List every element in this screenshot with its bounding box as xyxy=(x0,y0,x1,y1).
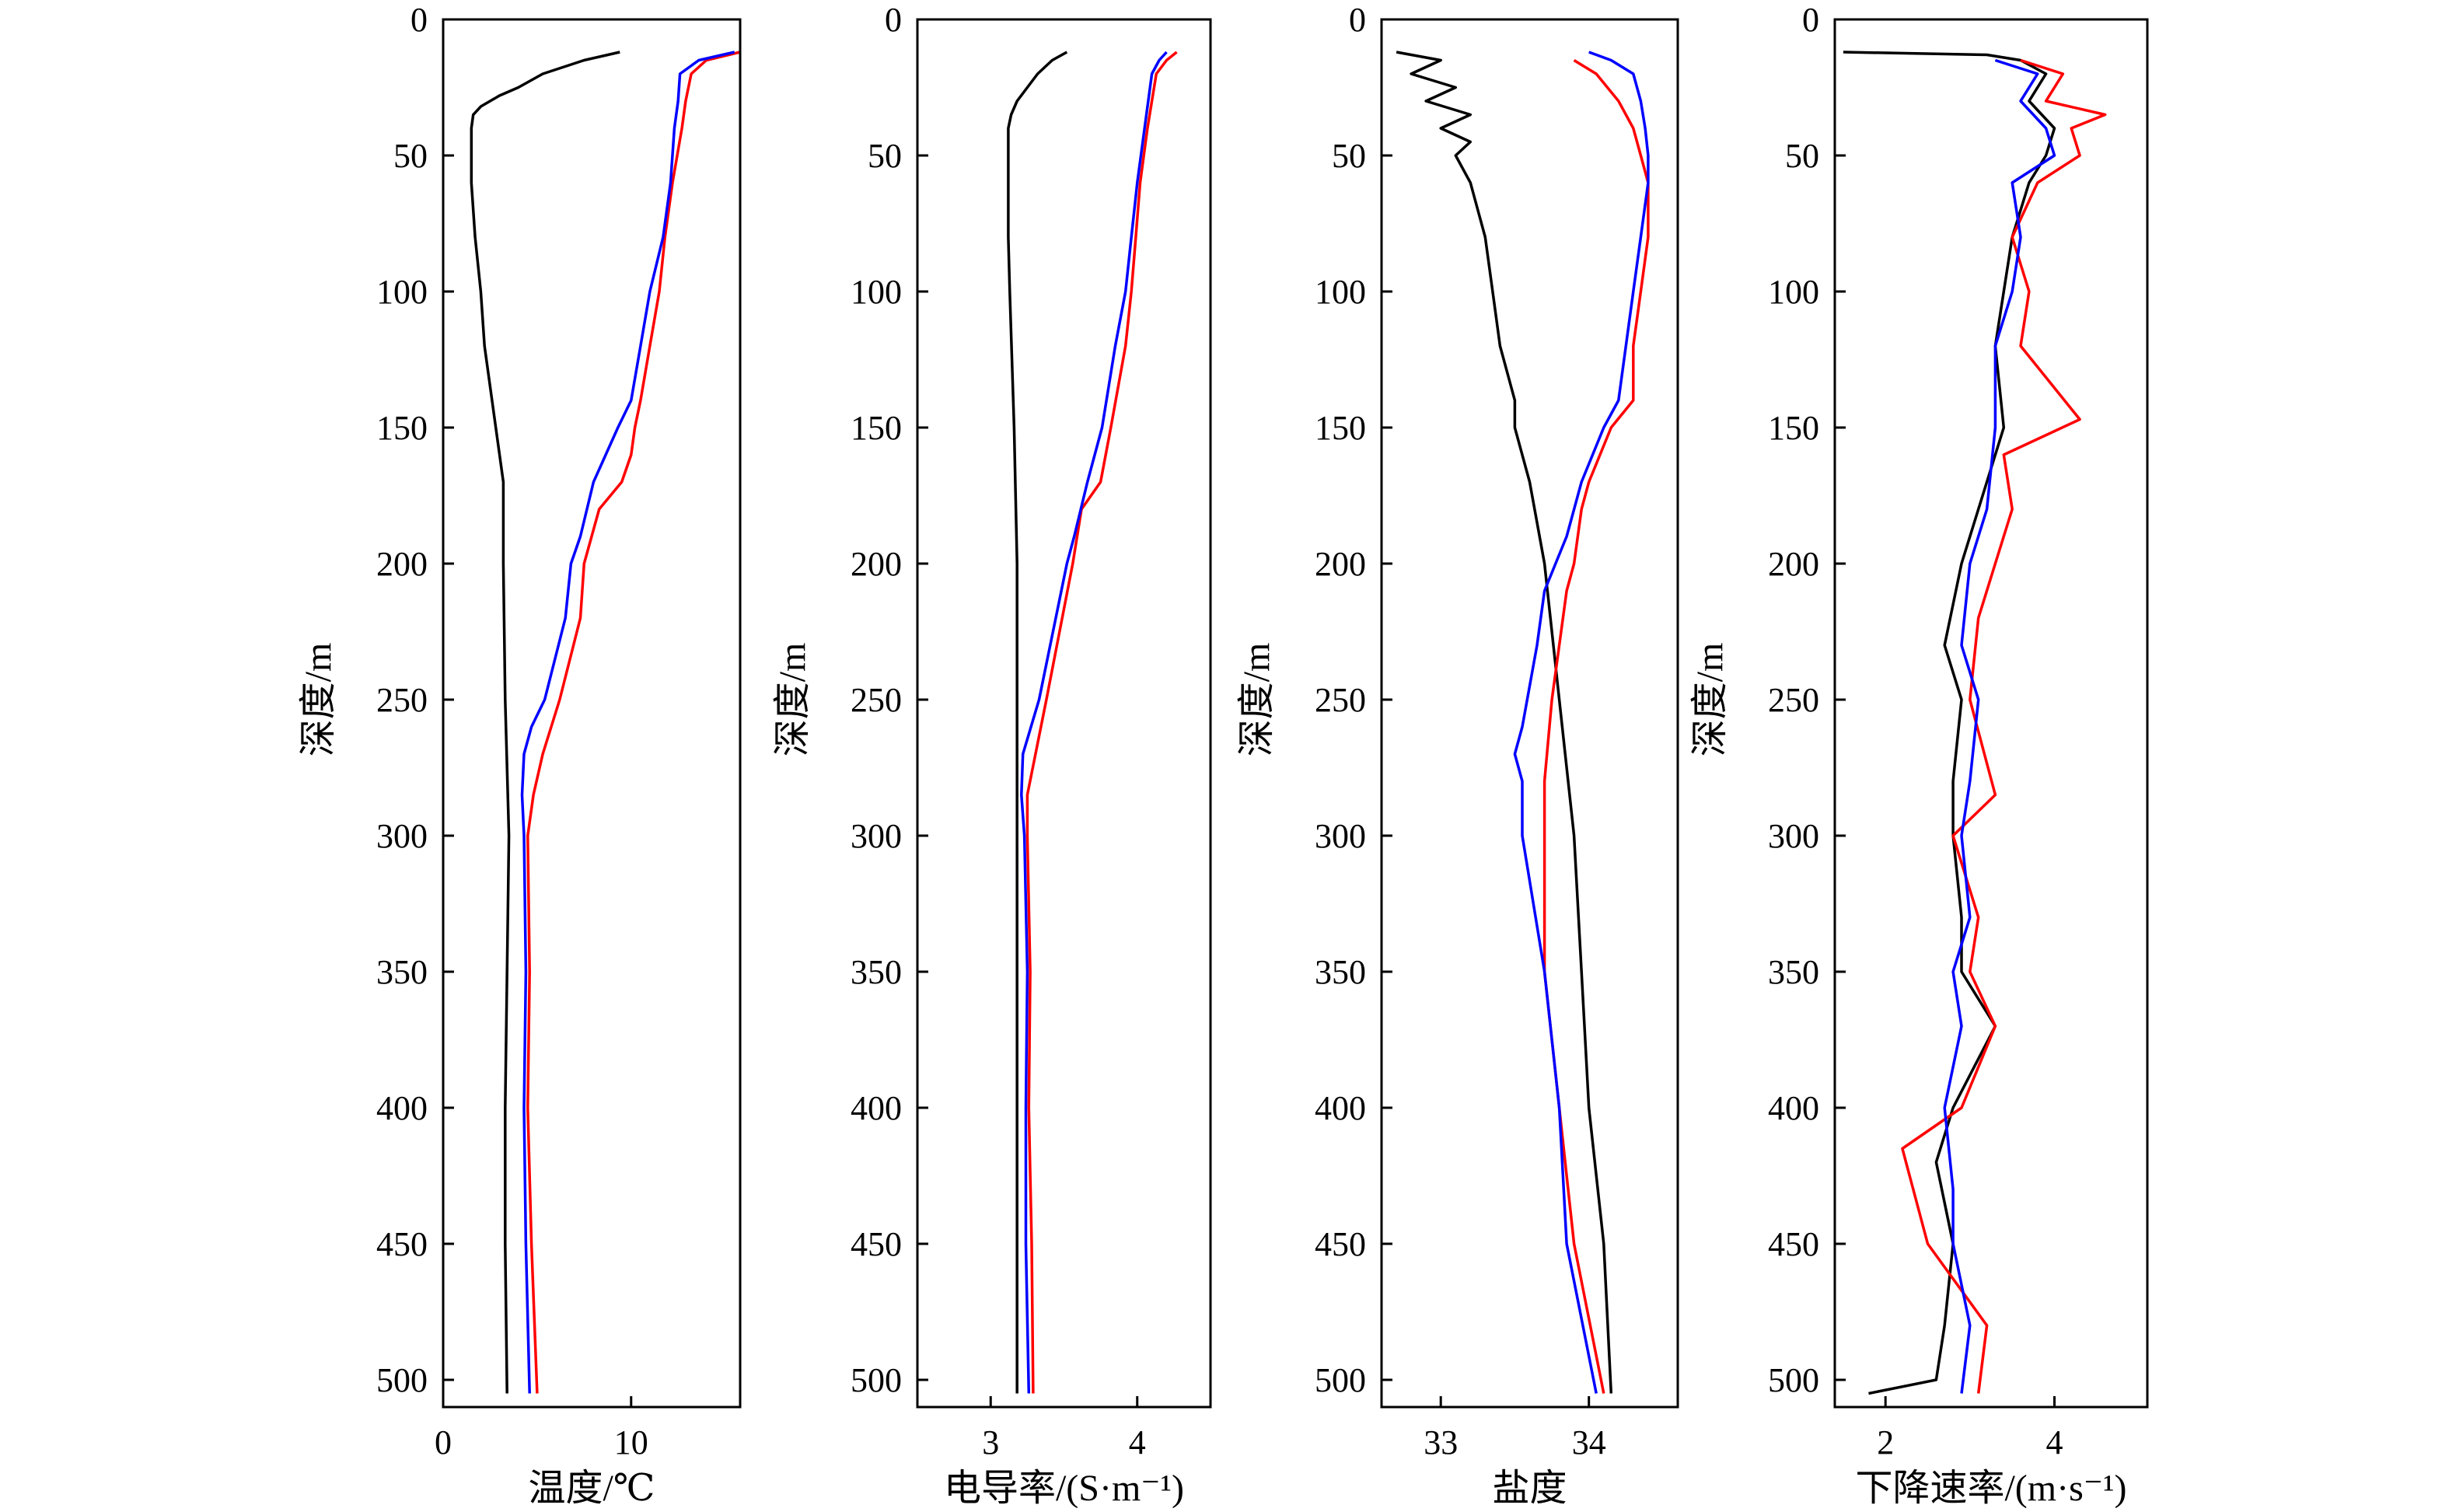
series-line-1 xyxy=(1007,51,1068,1394)
x-axis-label: 温度/℃ xyxy=(528,1468,655,1509)
y-tick-label: 50 xyxy=(1785,137,1819,175)
panel-4: 0 50 100 150 200 250 300 350 400 450 500 2 4 下降速率/(m·… xyxy=(1689,1,2149,1509)
y-tick-label: 0 xyxy=(410,1,428,39)
y-tick-label: 400 xyxy=(1768,1089,1819,1127)
plot-frame xyxy=(916,18,1212,1409)
y-tick-label: 150 xyxy=(1315,409,1366,447)
y-tick-label: 200 xyxy=(851,545,902,583)
y-tick-label: 250 xyxy=(1768,681,1819,719)
series-line-2 xyxy=(1025,51,1178,1394)
x-tick-label: 0 xyxy=(435,1423,452,1461)
y-tick-label: 500 xyxy=(851,1361,902,1399)
y-tick-label: 250 xyxy=(376,681,428,719)
y-tick-label: 0 xyxy=(1802,1,1819,39)
y-tick-label: 100 xyxy=(376,273,428,311)
y-tick-label: 150 xyxy=(1768,409,1819,447)
y-tick-label: 450 xyxy=(376,1225,428,1263)
y-tick-label: 300 xyxy=(1768,817,1819,855)
y-tick-label: 300 xyxy=(1315,817,1366,855)
y-tick-label: 50 xyxy=(868,137,902,175)
plot-frame xyxy=(1380,18,1679,1409)
series-line-2 xyxy=(1901,58,2107,1394)
y-tick-label: 400 xyxy=(376,1089,428,1127)
x-tick-label: 33 xyxy=(1424,1423,1458,1461)
x-axis-label: 盐度 xyxy=(1492,1468,1567,1509)
x-tick-label: 4 xyxy=(2045,1423,2063,1461)
x-tick-label: 4 xyxy=(1129,1423,1146,1461)
y-axis-label: 深度/m xyxy=(298,643,339,757)
series-line-2 xyxy=(526,51,741,1394)
y-tick-label: 50 xyxy=(393,137,428,175)
x-tick-label: 2 xyxy=(1877,1423,1894,1461)
y-tick-label: 500 xyxy=(376,1361,428,1399)
y-tick-label: 400 xyxy=(1315,1089,1366,1127)
y-tick-label: 500 xyxy=(1315,1361,1366,1399)
panel-2: 0 50 100 150 200 250 300 350 400 450 500 3 4 电导率/(S·m… xyxy=(772,1,1212,1509)
y-tick-label: 100 xyxy=(1768,273,1819,311)
x-axis-label: 电导率/(S·m⁻¹) xyxy=(944,1468,1184,1509)
y-tick-label: 350 xyxy=(376,953,428,991)
y-tick-label: 250 xyxy=(851,681,902,719)
y-tick-label: 250 xyxy=(1315,681,1366,719)
y-tick-label: 500 xyxy=(1768,1361,1819,1399)
x-tick-label: 3 xyxy=(982,1423,999,1461)
y-tick-label: 300 xyxy=(851,817,902,855)
y-tick-label: 0 xyxy=(885,1,902,39)
y-tick-label: 450 xyxy=(1315,1225,1366,1263)
plot-frame xyxy=(1833,18,2149,1409)
y-tick-label: 350 xyxy=(1768,953,1819,991)
x-axis-label: 下降速率/(m·s⁻¹) xyxy=(1855,1468,2126,1509)
y-tick-label: 200 xyxy=(376,545,428,583)
y-axis-label: 深度/m xyxy=(772,643,813,757)
y-tick-label: 400 xyxy=(851,1089,902,1127)
series-line-1 xyxy=(1843,51,2056,1395)
x-tick-label: 34 xyxy=(1572,1423,1606,1461)
y-tick-label: 300 xyxy=(376,817,428,855)
y-tick-label: 100 xyxy=(1315,273,1366,311)
series-line-1 xyxy=(1396,51,1613,1394)
y-tick-label: 150 xyxy=(376,409,428,447)
series-line-3 xyxy=(520,51,735,1394)
y-tick-label: 150 xyxy=(851,409,902,447)
series-line-3 xyxy=(1943,58,2056,1394)
y-tick-label: 50 xyxy=(1332,137,1366,175)
series-line-2 xyxy=(1542,59,1650,1394)
plot-frame xyxy=(442,18,742,1409)
y-tick-label: 350 xyxy=(851,953,902,991)
series-line-3 xyxy=(1020,51,1168,1394)
y-tick-label: 450 xyxy=(1768,1225,1819,1263)
series-line-1 xyxy=(470,51,620,1394)
y-axis-label: 深度/m xyxy=(1236,643,1277,757)
y-tick-label: 0 xyxy=(1349,1,1366,39)
y-tick-label: 200 xyxy=(1768,545,1819,583)
y-tick-label: 450 xyxy=(851,1225,902,1263)
y-tick-label: 200 xyxy=(1315,545,1366,583)
y-tick-label: 350 xyxy=(1315,953,1366,991)
y-tick-label: 100 xyxy=(851,273,902,311)
y-axis-label: 深度/m xyxy=(1689,643,1731,757)
x-tick-label: 10 xyxy=(614,1423,648,1461)
series-line-3 xyxy=(1513,51,1650,1394)
